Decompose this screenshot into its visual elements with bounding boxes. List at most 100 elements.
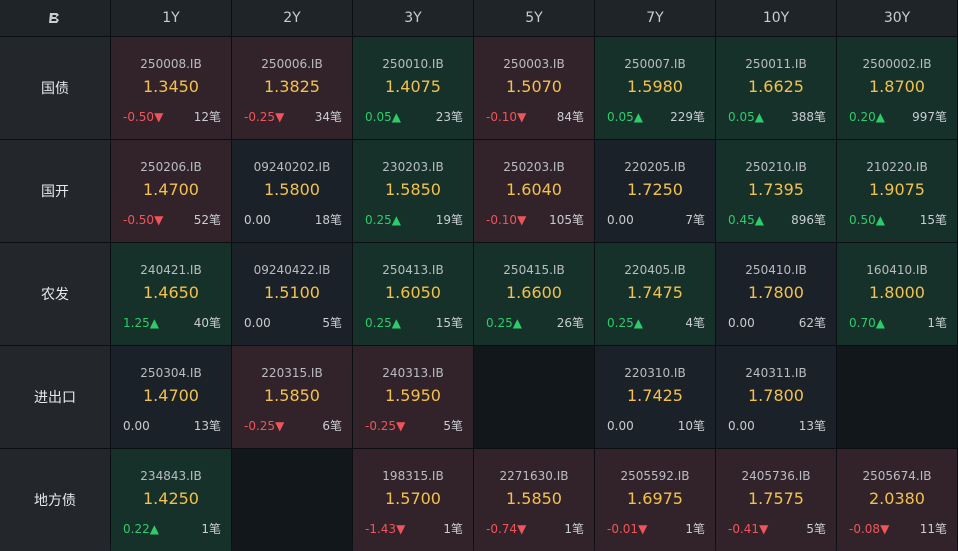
bond-yield: 1.6975 xyxy=(627,489,683,508)
bond-yield: 1.3825 xyxy=(264,77,320,96)
change-value: 0.00 xyxy=(244,213,271,227)
tenor-header-5y[interactable]: 5Y xyxy=(474,0,594,36)
row-label-3[interactable]: 进出口 xyxy=(0,346,110,448)
quote-cell-4-5y[interactable]: 2271630.IB 1.5850 -0.74▼ 1笔 xyxy=(474,449,594,551)
quote-meta: 0.70▲ 1笔 xyxy=(849,316,947,330)
empty-cell-3-5y xyxy=(474,346,594,448)
change-text: -0.50 xyxy=(123,110,155,124)
tenor-header-7y[interactable]: 7Y xyxy=(595,0,715,36)
change-value: -0.10▼ xyxy=(486,213,526,227)
change-value: 0.25▲ xyxy=(365,316,401,330)
quote-cell-3-3y[interactable]: 240313.IB 1.5950 -0.25▼ 5笔 xyxy=(353,346,473,448)
change-value: -0.50▼ xyxy=(123,213,163,227)
up-arrow-icon: ▲ xyxy=(875,213,885,227)
trade-count: 12笔 xyxy=(193,110,221,124)
change-value: -0.41▼ xyxy=(728,522,768,536)
quote-cell-2-2y[interactable]: 09240422.IB 1.5100 0.00 5笔 xyxy=(232,243,352,345)
quote-cell-0-1y[interactable]: 250008.IB 1.3450 -0.50▼ 12笔 xyxy=(111,37,231,139)
row-label-2[interactable]: 农发 xyxy=(0,243,110,345)
quote-cell-4-30y[interactable]: 2505674.IB 2.0380 -0.08▼ 11笔 xyxy=(837,449,957,551)
change-text: -0.41 xyxy=(728,522,760,536)
change-value: 0.00 xyxy=(607,419,634,433)
trade-count: 26笔 xyxy=(556,316,584,330)
bond-code: 250203.IB xyxy=(503,160,565,174)
change-value: -0.25▼ xyxy=(244,110,284,124)
quote-cell-2-10y[interactable]: 250410.IB 1.7800 0.00 62笔 xyxy=(716,243,836,345)
bond-code: 220205.IB xyxy=(624,160,686,174)
quote-cell-2-30y[interactable]: 160410.IB 1.8000 0.70▲ 1笔 xyxy=(837,243,957,345)
change-text: -0.10 xyxy=(486,213,518,227)
bond-yield: 1.6625 xyxy=(748,77,804,96)
change-text: 0.05 xyxy=(728,110,755,124)
quote-cell-1-5y[interactable]: 250203.IB 1.6040 -0.10▼ 105笔 xyxy=(474,140,594,242)
bond-yield: 1.5800 xyxy=(264,180,320,199)
tenor-header-1y[interactable]: 1Y xyxy=(111,0,231,36)
trade-count: 15笔 xyxy=(919,213,947,227)
down-arrow-icon: ▼ xyxy=(517,522,527,536)
quote-cell-3-1y[interactable]: 250304.IB 1.4700 0.00 13笔 xyxy=(111,346,231,448)
change-text: 0.00 xyxy=(728,316,755,330)
quote-cell-3-10y[interactable]: 240311.IB 1.7800 0.00 13笔 xyxy=(716,346,836,448)
bond-code: 250304.IB xyxy=(140,366,202,380)
up-arrow-icon: ▲ xyxy=(512,316,522,330)
change-value: -0.08▼ xyxy=(849,522,889,536)
quote-cell-3-2y[interactable]: 220315.IB 1.5850 -0.25▼ 6笔 xyxy=(232,346,352,448)
quote-cell-1-2y[interactable]: 09240202.IB 1.5800 0.00 18笔 xyxy=(232,140,352,242)
change-text: 0.70 xyxy=(849,316,876,330)
quote-cell-1-30y[interactable]: 210220.IB 1.9075 0.50▲ 15笔 xyxy=(837,140,957,242)
quote-meta: -0.25▼ 34笔 xyxy=(244,110,342,124)
quote-cell-1-10y[interactable]: 250210.IB 1.7395 0.45▲ 896笔 xyxy=(716,140,836,242)
quote-meta: 0.00 18笔 xyxy=(244,213,342,227)
quote-cell-4-3y[interactable]: 198315.IB 1.5700 -1.43▼ 1笔 xyxy=(353,449,473,551)
up-arrow-icon: ▲ xyxy=(149,522,159,536)
bond-code: 198315.IB xyxy=(382,469,444,483)
quote-meta: -0.25▼ 6笔 xyxy=(244,419,342,433)
quote-cell-0-30y[interactable]: 2500002.IB 1.8700 0.20▲ 997笔 xyxy=(837,37,957,139)
quote-cell-1-3y[interactable]: 230203.IB 1.5850 0.25▲ 19笔 xyxy=(353,140,473,242)
trade-count: 997笔 xyxy=(912,110,947,124)
down-arrow-icon: ▼ xyxy=(275,110,285,124)
tenor-header-2y[interactable]: 2Y xyxy=(232,0,352,36)
quote-cell-4-7y[interactable]: 2505592.IB 1.6975 -0.01▼ 1笔 xyxy=(595,449,715,551)
change-text: -0.25 xyxy=(244,110,276,124)
row-label-4[interactable]: 地方债 xyxy=(0,449,110,551)
quote-meta: 0.00 62笔 xyxy=(728,316,826,330)
tenor-header-3y[interactable]: 3Y xyxy=(353,0,473,36)
trade-count: 5笔 xyxy=(322,316,342,330)
quote-meta: 0.25▲ 19笔 xyxy=(365,213,463,227)
bond-yield: 1.5850 xyxy=(264,386,320,405)
quote-cell-2-5y[interactable]: 250415.IB 1.6600 0.25▲ 26笔 xyxy=(474,243,594,345)
change-text: -0.10 xyxy=(486,110,518,124)
change-text: -0.01 xyxy=(607,522,639,536)
bond-yield: 1.4075 xyxy=(385,77,441,96)
quote-cell-1-7y[interactable]: 220205.IB 1.7250 0.00 7笔 xyxy=(595,140,715,242)
quote-cell-2-1y[interactable]: 240421.IB 1.4650 1.25▲ 40笔 xyxy=(111,243,231,345)
quote-meta: 0.00 5笔 xyxy=(244,316,342,330)
quote-cell-3-7y[interactable]: 220310.IB 1.7425 0.00 10笔 xyxy=(595,346,715,448)
bond-code: 220315.IB xyxy=(261,366,323,380)
change-text: 0.45 xyxy=(728,213,755,227)
tenor-header-10y[interactable]: 10Y xyxy=(716,0,836,36)
quote-cell-4-10y[interactable]: 2405736.IB 1.7575 -0.41▼ 5笔 xyxy=(716,449,836,551)
empty-cell-4-2y xyxy=(232,449,352,551)
bond-code: 2405736.IB xyxy=(741,469,811,483)
row-label-0[interactable]: 国债 xyxy=(0,37,110,139)
quote-cell-2-7y[interactable]: 220405.IB 1.7475 0.25▲ 4笔 xyxy=(595,243,715,345)
quote-cell-1-1y[interactable]: 250206.IB 1.4700 -0.50▼ 52笔 xyxy=(111,140,231,242)
quote-meta: 0.25▲ 15笔 xyxy=(365,316,463,330)
quote-cell-0-2y[interactable]: 250006.IB 1.3825 -0.25▼ 34笔 xyxy=(232,37,352,139)
row-label-1[interactable]: 国开 xyxy=(0,140,110,242)
quote-meta: 0.22▲ 1笔 xyxy=(123,522,221,536)
quote-meta: 0.00 13笔 xyxy=(123,419,221,433)
change-value: 0.00 xyxy=(607,213,634,227)
bond-code: 2271630.IB xyxy=(499,469,569,483)
quote-cell-0-3y[interactable]: 250010.IB 1.4075 0.05▲ 23笔 xyxy=(353,37,473,139)
quote-cell-0-7y[interactable]: 250007.IB 1.5980 0.05▲ 229笔 xyxy=(595,37,715,139)
quote-cell-0-10y[interactable]: 250011.IB 1.6625 0.05▲ 388笔 xyxy=(716,37,836,139)
quote-meta: 0.25▲ 26笔 xyxy=(486,316,584,330)
tenor-header-30y[interactable]: 30Y xyxy=(837,0,957,36)
quote-cell-0-5y[interactable]: 250003.IB 1.5070 -0.10▼ 84笔 xyxy=(474,37,594,139)
quote-cell-4-1y[interactable]: 234843.IB 1.4250 0.22▲ 1笔 xyxy=(111,449,231,551)
trade-count: 229笔 xyxy=(670,110,705,124)
quote-cell-2-3y[interactable]: 250413.IB 1.6050 0.25▲ 15笔 xyxy=(353,243,473,345)
